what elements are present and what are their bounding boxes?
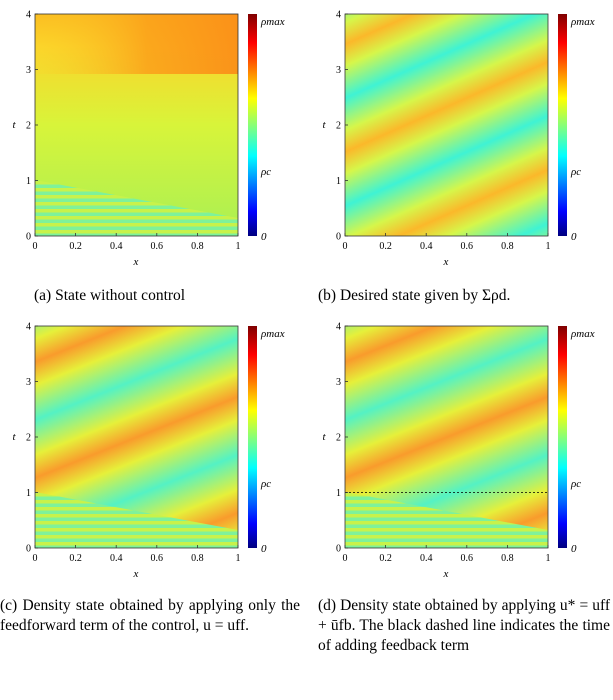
xtick-label-d: 0.8 bbox=[501, 553, 514, 564]
xtick-label-b: 0 bbox=[343, 241, 348, 252]
ytick-label-d: 4 bbox=[336, 322, 341, 333]
ytick-label-b: 1 bbox=[336, 176, 341, 187]
ytick-label-b: 2 bbox=[336, 121, 341, 132]
ytick-label-a: 1 bbox=[26, 176, 31, 187]
colorbar-max-a: ρmax bbox=[260, 16, 285, 28]
xtick-label-d: 1 bbox=[546, 553, 551, 564]
xtick-label-a: 0.2 bbox=[69, 241, 82, 252]
heatmap-b bbox=[345, 14, 548, 236]
colorbar-c-d: ρc bbox=[570, 478, 581, 490]
ytick-label-c: 1 bbox=[26, 488, 31, 499]
xtick-label-c: 0 bbox=[33, 553, 38, 564]
ytick-label-d: 1 bbox=[336, 488, 341, 499]
xtick-label-a: 0.8 bbox=[191, 241, 204, 252]
ytick-label-d: 2 bbox=[336, 433, 341, 444]
ytick-label-c: 3 bbox=[26, 377, 31, 388]
ylabel-b: t bbox=[322, 119, 326, 131]
colorbar-max-c: ρmax bbox=[260, 328, 285, 340]
ylabel-d: t bbox=[322, 431, 326, 443]
xtick-label-a: 0.4 bbox=[110, 241, 123, 252]
caption-d: (d) Density state obtained by applying u… bbox=[318, 597, 611, 654]
caption-c: (c) Density state obtained by applying o… bbox=[0, 597, 301, 634]
panel-a: 0 0.2 0.4 0.6 0.8 1 0 1 2 3 4 x t ρmax ρc 0 bbox=[12, 10, 285, 269]
xtick-label-d: 0.4 bbox=[420, 553, 433, 564]
xtick-label-c: 0.6 bbox=[151, 553, 164, 564]
colorbar-a bbox=[248, 14, 257, 236]
xtick-label-c: 0.4 bbox=[110, 553, 123, 564]
colorbar-c-b: ρc bbox=[570, 166, 581, 178]
colorbar-c-c: ρc bbox=[260, 478, 271, 490]
ytick-label-b: 0 bbox=[336, 232, 341, 243]
ytick-label-a: 3 bbox=[26, 65, 31, 76]
caption-b: (b) Desired state given by Σρd. bbox=[318, 287, 511, 304]
ytick-label-a: 0 bbox=[26, 232, 31, 243]
xtick-label-d: 0 bbox=[343, 553, 348, 564]
panel-c: 0 0.2 0.4 0.6 0.8 1 0 1 2 3 4 x t ρmax ρc 0 bbox=[12, 322, 285, 581]
panel-b: 0 0.2 0.4 0.6 0.8 1 0 1 2 3 4 x t ρmax ρc 0 bbox=[322, 10, 595, 269]
ytick-label-d: 3 bbox=[336, 377, 341, 388]
colorbar-b bbox=[558, 14, 567, 236]
ytick-label-d: 0 bbox=[336, 544, 341, 555]
ytick-label-b: 4 bbox=[336, 10, 341, 21]
colorbar-zero-a: 0 bbox=[261, 231, 267, 243]
xtick-label-d: 0.2 bbox=[379, 553, 392, 564]
colorbar-zero-b: 0 bbox=[571, 231, 577, 243]
ytick-label-c: 0 bbox=[26, 544, 31, 555]
colorbar-zero-c: 0 bbox=[261, 543, 267, 555]
colorbar-zero-d: 0 bbox=[571, 543, 577, 555]
xtick-label-d: 0.6 bbox=[461, 553, 474, 564]
xtick-label-b: 1 bbox=[546, 241, 551, 252]
colorbar-c-a: ρc bbox=[260, 166, 271, 178]
ytick-label-a: 4 bbox=[26, 10, 31, 21]
panel-d: 0 0.2 0.4 0.6 0.8 1 0 1 2 3 4 x t ρmax ρc 0 bbox=[322, 322, 595, 581]
xlabel-a: x bbox=[133, 256, 139, 268]
xtick-label-c: 1 bbox=[236, 553, 241, 564]
xtick-label-c: 0.2 bbox=[69, 553, 82, 564]
colorbar-max-b: ρmax bbox=[570, 16, 595, 28]
colorbar-d bbox=[558, 326, 567, 548]
colorbar-c bbox=[248, 326, 257, 548]
xtick-label-c: 0.8 bbox=[191, 553, 204, 564]
xtick-label-a: 0 bbox=[33, 241, 38, 252]
xlabel-d: x bbox=[443, 568, 449, 580]
heatmap-a bbox=[35, 14, 238, 236]
heatmap-d bbox=[345, 326, 548, 548]
ylabel-a: t bbox=[12, 119, 16, 131]
ytick-label-c: 2 bbox=[26, 433, 31, 444]
ytick-label-a: 2 bbox=[26, 121, 31, 132]
ytick-label-b: 3 bbox=[336, 65, 341, 76]
xlabel-b: x bbox=[443, 256, 449, 268]
colorbar-max-d: ρmax bbox=[570, 328, 595, 340]
xtick-label-b: 0.2 bbox=[379, 241, 392, 252]
xtick-label-a: 1 bbox=[236, 241, 241, 252]
xlabel-c: x bbox=[133, 568, 139, 580]
heatmap-c bbox=[35, 326, 238, 548]
ylabel-c: t bbox=[12, 431, 16, 443]
caption-a: (a) State without control bbox=[34, 287, 186, 304]
ytick-label-c: 4 bbox=[26, 322, 31, 333]
xtick-label-b: 0.8 bbox=[501, 241, 514, 252]
xtick-label-b: 0.4 bbox=[420, 241, 433, 252]
xtick-label-b: 0.6 bbox=[461, 241, 474, 252]
xtick-label-a: 0.6 bbox=[151, 241, 164, 252]
